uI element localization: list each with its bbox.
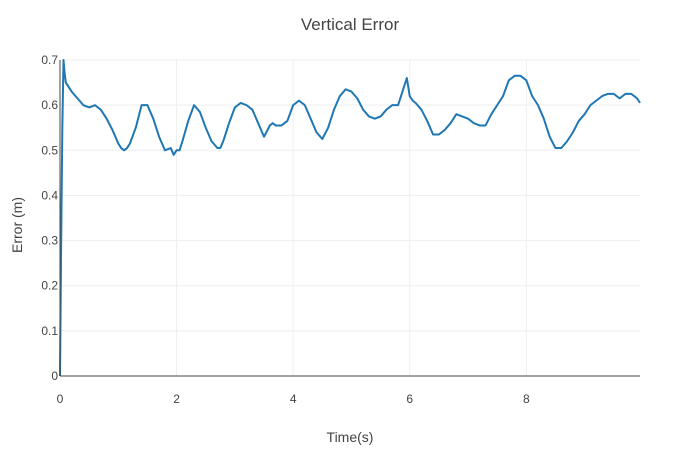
axis-layer (59, 60, 640, 377)
y-tick-label: 0.5 (41, 143, 58, 157)
y-tick-label: 0.2 (41, 279, 58, 293)
y-tick-label: 0.4 (41, 188, 58, 202)
y-tick-label: 0.3 (41, 234, 58, 248)
x-tick-label: 0 (57, 392, 64, 406)
grid-layer (60, 59, 640, 376)
y-tick-label: 0.1 (41, 324, 58, 338)
x-tick-label: 8 (523, 392, 530, 406)
y-tick-label: 0.6 (41, 98, 58, 112)
x-axis-label: Time(s) (327, 429, 374, 445)
y-tick-label: 0 (51, 369, 58, 383)
tick-label-layer: 0 2 4 6 8 0 0.1 0.2 0.3 0.4 0.5 0.6 0.7 (41, 53, 530, 406)
chart-title: Vertical Error (301, 15, 400, 34)
series-layer (59, 59, 641, 377)
x-tick-label: 6 (406, 392, 413, 406)
x-tick-label: 2 (173, 392, 180, 406)
x-tick-label: 4 (290, 392, 297, 406)
y-axis-label: Error (m) (9, 197, 25, 253)
series-line (59, 59, 641, 377)
y-tick-label: 0.7 (41, 53, 58, 67)
